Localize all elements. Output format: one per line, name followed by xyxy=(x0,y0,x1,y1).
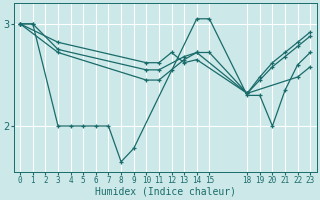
X-axis label: Humidex (Indice chaleur): Humidex (Indice chaleur) xyxy=(95,187,236,197)
